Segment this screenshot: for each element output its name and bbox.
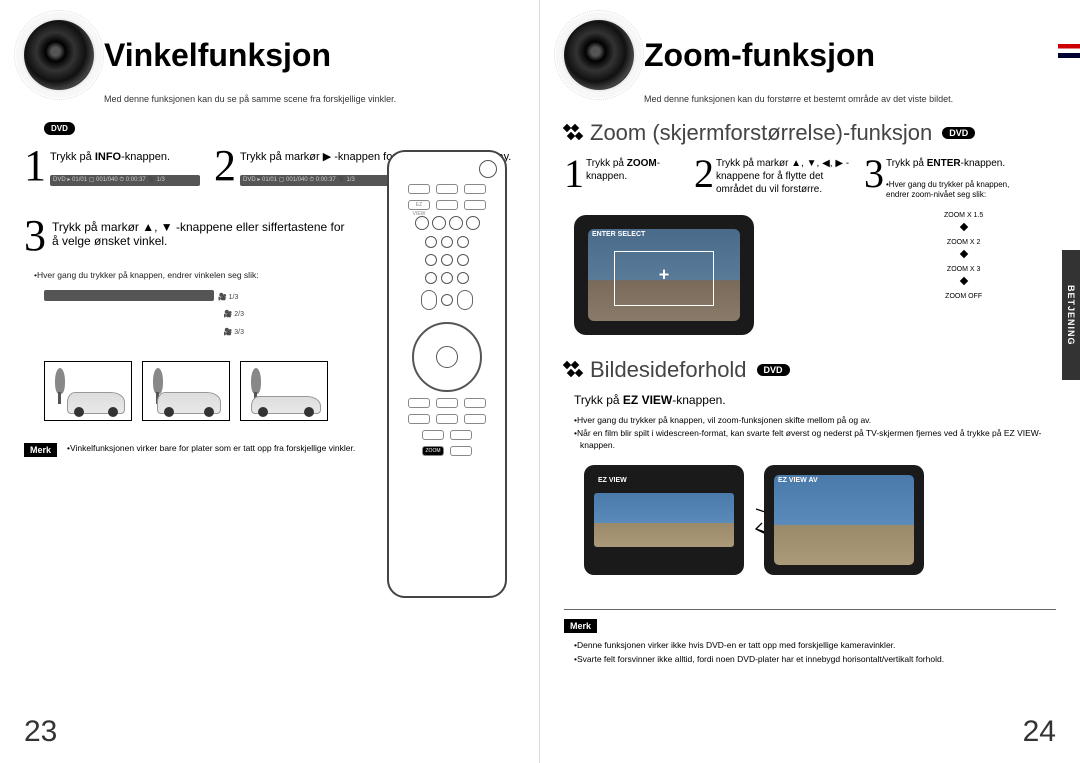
text-bold: INFO: [95, 151, 121, 163]
text: -knappen.: [121, 151, 170, 163]
text: Trykk på: [886, 158, 927, 169]
zoom-steps: 1 Trykk på ZOOM-knappen. 2 Trykk på mark…: [564, 154, 1056, 201]
step-number: 2: [214, 144, 236, 188]
header-right: Zoom-funksjon: [564, 20, 1056, 90]
diamond-icon: [959, 277, 967, 285]
divider: [564, 609, 1056, 610]
text-bold: ZOOM: [627, 158, 657, 169]
angle-preview-2: [142, 361, 230, 421]
ez-instruction: Trykk på EZ VIEW-knappen.: [574, 393, 1056, 407]
angle-preview-3: [240, 361, 328, 421]
diamond-icon: [959, 223, 967, 231]
text-bold: EZ VIEW: [623, 393, 672, 407]
ez-tv-off: EZ VIEW AV: [764, 465, 924, 575]
note: •Hver gang du trykker på knappen, endrer…: [886, 180, 1014, 201]
diamond-icon: [959, 250, 967, 258]
step-number: 1: [564, 154, 584, 194]
ez-preview-row: EZ VIEW EZ VIEW AV: [584, 465, 1056, 575]
speaker-icon: [24, 20, 94, 90]
dvd-badge: DVD: [757, 364, 790, 376]
ez-label: EZ VIEW: [598, 477, 627, 484]
step-number: 3: [24, 214, 46, 258]
text: -knappen.: [961, 158, 1005, 169]
angle-label: 🎥 2/3: [224, 311, 244, 318]
remote-control-illustration: EZ VIEW: [387, 150, 507, 598]
status-bar: [44, 290, 214, 301]
ez-notes: •Hver gang du trykker på knappen, vil zo…: [574, 415, 1056, 451]
zoom-step-2: 2 Trykk på markør ▲, ▼, ◀, ▶ -knappene f…: [694, 154, 854, 196]
section-aspect-title: Bildesideforhold DVD: [564, 357, 1056, 383]
tv-preview-zoom: ENTER SELECT +: [574, 215, 754, 335]
note-line: •Når en film blir spilt i widescreen-for…: [574, 428, 1056, 451]
header-left: Vinkelfunksjon: [24, 20, 515, 90]
step-text: Trykk på ZOOM-knappen.: [586, 154, 684, 194]
page-24: Zoom-funksjon Med denne funksjonen kan d…: [540, 0, 1080, 763]
subtitle-right: Med denne funksjonen kan du forstørre et…: [644, 94, 1056, 104]
plus-icon: +: [659, 264, 670, 285]
merk-badge: Merk: [564, 619, 597, 633]
step-1: 1 Trykk på INFO-knappen. DVD ▸ 01/01 ▢ 0…: [24, 144, 200, 188]
section-zoom-title: Zoom (skjermforstørrelse)-funksjon DVD: [564, 120, 1056, 146]
step-number: 3: [864, 154, 884, 201]
angle-preview-1: [44, 361, 132, 421]
merk-badge: Merk: [24, 443, 57, 457]
subtitle-left: Med denne funksjonen kan du se på samme …: [104, 94, 515, 104]
page-title-left: Vinkelfunksjon: [104, 37, 331, 74]
section-title-text: Bildesideforhold: [590, 357, 747, 383]
zoom-levels: ZOOM X 1.5 ZOOM X 2 ZOOM X 3 ZOOM OFF: [944, 211, 983, 303]
flag-icon: [1058, 44, 1080, 58]
page-number: 24: [1023, 715, 1056, 749]
step-number: 1: [24, 144, 46, 188]
step-text: Trykk på ENTER-knappen. •Hver gang du tr…: [886, 154, 1014, 201]
text: -knappen.: [672, 393, 725, 407]
zoom-level: ZOOM OFF: [944, 292, 983, 303]
zoom-level: ZOOM X 2: [944, 238, 983, 249]
zoom-level: ZOOM X 1.5: [944, 211, 983, 222]
page-23: Vinkelfunksjon Med denne funksjonen kan …: [0, 0, 540, 763]
text: Trykk på: [574, 393, 623, 407]
status-bar: DVD ▸ 01/01 ▢ 001/040 ⏱ 0:00:37 🎥 1/3: [50, 175, 200, 186]
dvd-badge: DVD: [44, 122, 75, 135]
status-bar: DVD ▸ 01/01 ▢ 001/040 ⏱ 0:00:37 🎥 1/3: [240, 175, 390, 186]
page-title-right: Zoom-funksjon: [644, 37, 875, 74]
text: Trykk på: [586, 158, 627, 169]
text-bold: ENTER: [927, 158, 961, 169]
text: Trykk på: [50, 151, 95, 163]
angle-label: 🎥 3/3: [224, 329, 244, 336]
step-number: 2: [694, 154, 714, 196]
merk-notes: •Denne funksjonen virker ikke hvis DVD-e…: [574, 640, 1056, 665]
step-text: Trykk på markør ▲, ▼, ◀, ▶ -knappene for…: [716, 154, 854, 196]
page-number: 23: [24, 715, 57, 749]
zoom-step-3: 3 Trykk på ENTER-knappen. •Hver gang du …: [864, 154, 1014, 201]
section-title-text: Zoom (skjermforstørrelse)-funksjon: [590, 120, 932, 146]
zoom-level: ZOOM X 3: [944, 265, 983, 276]
ez-tv-on: EZ VIEW: [584, 465, 744, 575]
dpad-icon: [412, 322, 482, 392]
note-line: •Svarte felt forsvinner ikke alltid, for…: [574, 654, 1056, 665]
angle-label: 🎥 1/3: [218, 293, 238, 301]
side-tab: BETJENING: [1062, 250, 1080, 380]
zoom-step-1: 1 Trykk på ZOOM-knappen.: [564, 154, 684, 194]
dvd-badge: DVD: [942, 127, 975, 139]
note-line: •Denne funksjonen virker ikke hvis DVD-e…: [574, 640, 1056, 651]
merk-text: •Vinkelfunksjonen virker bare for plater…: [67, 443, 355, 454]
tv-label: ENTER SELECT: [592, 231, 645, 238]
arrow-marker-icon: [564, 362, 584, 378]
arrow-marker-icon: [564, 125, 584, 141]
ez-label: EZ VIEW AV: [778, 477, 818, 484]
step-text: Trykk på INFO-knappen. DVD ▸ 01/01 ▢ 001…: [50, 144, 200, 188]
note-line: •Hver gang du trykker på knappen, vil zo…: [574, 415, 1056, 426]
step-text: Trykk på markør ▲, ▼ -knappene eller sif…: [52, 214, 352, 258]
speaker-icon: [564, 20, 634, 90]
